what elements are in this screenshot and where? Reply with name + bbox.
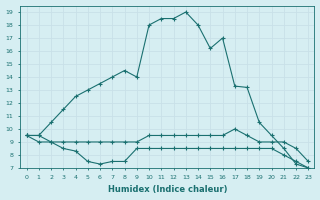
X-axis label: Humidex (Indice chaleur): Humidex (Indice chaleur) [108, 185, 227, 194]
